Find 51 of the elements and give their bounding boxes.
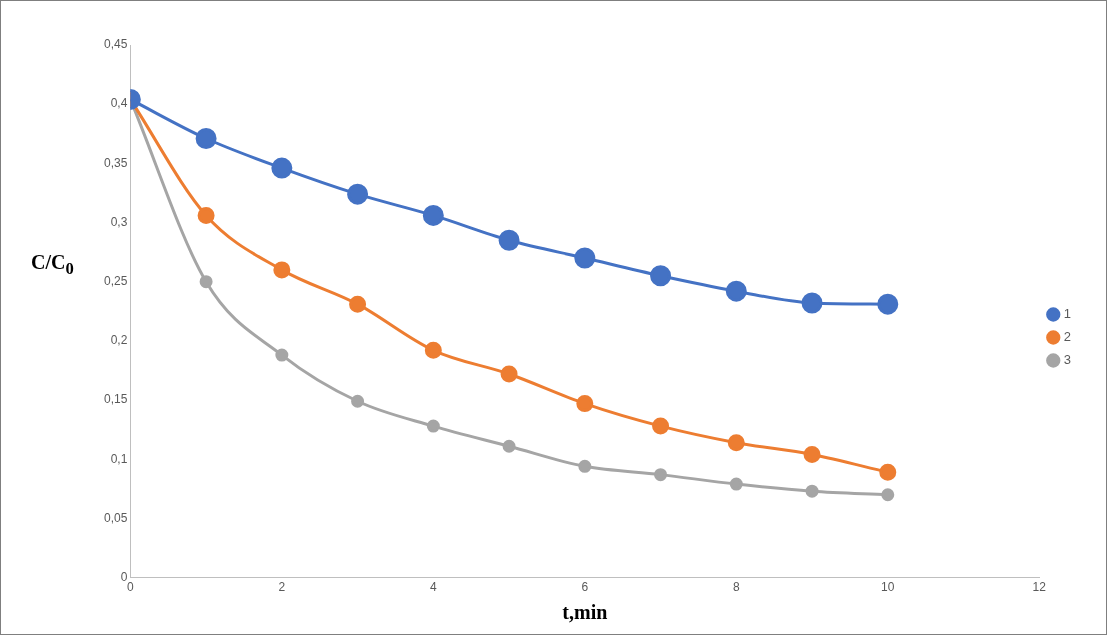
point	[877, 293, 899, 315]
point	[803, 446, 821, 464]
y-tick-label: 0,05	[104, 510, 128, 525]
x-tick-label: 10	[881, 580, 895, 595]
x-tick-label: 8	[732, 580, 740, 595]
point	[199, 275, 213, 289]
y-tick-label: 0,3	[110, 214, 128, 229]
x-tick-label: 4	[429, 580, 437, 595]
point	[426, 419, 440, 433]
legend-label: 2	[1063, 329, 1071, 345]
point	[273, 261, 291, 279]
point	[347, 183, 369, 205]
point	[500, 365, 518, 383]
x-tick-label: 6	[581, 580, 589, 595]
point	[271, 157, 293, 179]
point	[422, 204, 444, 226]
y-tick-label: 0,4	[110, 96, 128, 111]
point	[349, 295, 367, 313]
y-tick-label: 0,1	[110, 451, 128, 466]
point	[881, 488, 895, 502]
point	[574, 247, 596, 269]
y-tick-label: 0	[120, 569, 128, 584]
point	[652, 417, 670, 435]
point	[729, 477, 743, 491]
y-tick-label: 0,15	[104, 392, 128, 407]
x-tick-label: 12	[1032, 580, 1047, 595]
point	[725, 280, 747, 302]
point	[498, 229, 520, 251]
y-tick-label: 0,25	[104, 274, 128, 289]
point	[805, 484, 819, 498]
legend-label: 3	[1063, 352, 1071, 368]
point	[879, 463, 897, 481]
y-axis-title: C/C$_{0}$	[31, 251, 74, 279]
legend-label: 1	[1063, 306, 1071, 322]
point	[197, 206, 215, 224]
point	[502, 439, 516, 453]
point	[727, 434, 745, 452]
point	[275, 348, 289, 362]
x-tick-label: 2	[278, 580, 286, 595]
point	[576, 395, 594, 413]
point	[650, 265, 672, 287]
point	[578, 459, 592, 473]
point	[424, 341, 442, 359]
y-tick-label: 0,35	[104, 155, 128, 170]
y-tick-label: 0,45	[104, 37, 128, 52]
point	[351, 394, 365, 408]
point	[654, 468, 668, 482]
y-tick-label: 0,2	[110, 333, 128, 348]
point	[195, 128, 217, 149]
x-axis-title: t,min	[562, 601, 608, 624]
point	[801, 292, 823, 314]
